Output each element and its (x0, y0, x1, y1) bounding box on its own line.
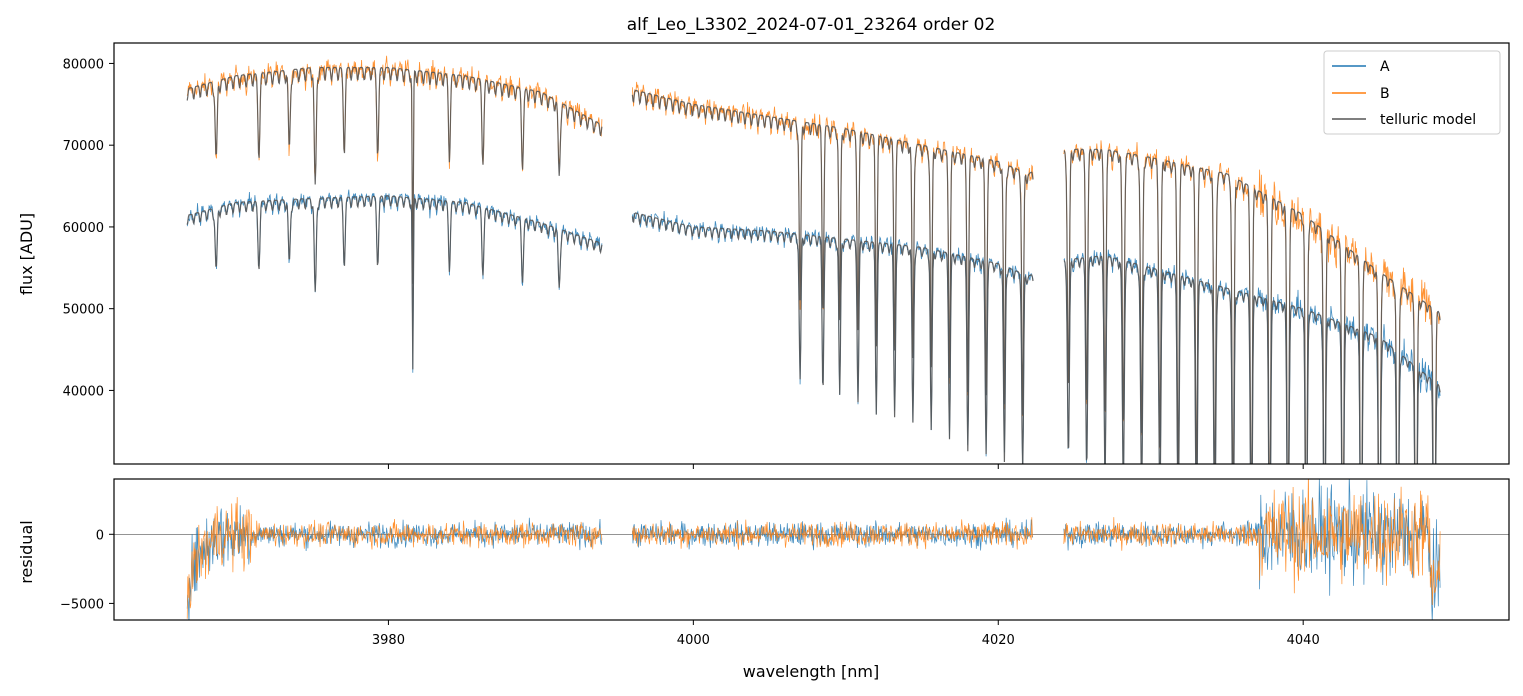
legend-label-a: A (1380, 59, 1390, 75)
residual-axes-frame (113, 478, 1510, 621)
residual-y-tick-label: −5000 (60, 597, 104, 612)
flux-y-tick-label: 70000 (63, 139, 104, 154)
flux-panel: 40000 50000 60000 70000 80000 flux [ADU] A B… (17, 42, 1510, 469)
flux-series-a-segment (632, 210, 1034, 464)
wavelength-tick-label: 3980 (372, 633, 405, 648)
residual-series-b-segment (1063, 479, 1441, 606)
legend: A B telluric model (1323, 50, 1501, 135)
residual-axis-label: residual (17, 520, 36, 583)
residual-panel: −5000 0 3980 4000 4020 4040 residual wavelen… (17, 478, 1510, 681)
wavelength-tick-label: 4000 (677, 633, 710, 648)
telluric-model-a-segment (631, 212, 1034, 464)
chart-title: alf_Leo_L3302_2024-07-01_23264 order 02 (627, 15, 996, 35)
flux-y-tick-label: 50000 (63, 303, 104, 318)
flux-axes-frame (113, 42, 1510, 465)
residual-y-tick-label: 0 (96, 528, 104, 543)
telluric-model-b-segment (1063, 148, 1441, 464)
flux-y-tick-label: 80000 (63, 57, 104, 72)
telluric-model-a-segment (1063, 255, 1441, 464)
flux-y-tick-label: 40000 (63, 384, 104, 399)
flux-series-b-segment (186, 55, 603, 284)
legend-label-telluric: telluric model (1380, 112, 1476, 128)
wavelength-tick-label: 4020 (982, 633, 1015, 648)
residual-series-b-segment (186, 497, 603, 619)
telluric-model-b-segment (186, 66, 603, 284)
telluric-model-b-segment (631, 89, 1034, 415)
flux-series-a-segment (186, 189, 603, 373)
legend-label-b: B (1380, 86, 1390, 102)
flux-axis-label: flux [ADU] (17, 213, 36, 295)
wavelength-tick-label: 4040 (1287, 633, 1320, 648)
flux-series-b-segment (632, 81, 1034, 417)
residual-series-b-segment (632, 517, 1034, 550)
telluric-model-a-segment (186, 195, 603, 370)
flux-y-tick-label: 60000 (63, 221, 104, 236)
wavelength-axis-label: wavelength [nm] (743, 662, 880, 681)
